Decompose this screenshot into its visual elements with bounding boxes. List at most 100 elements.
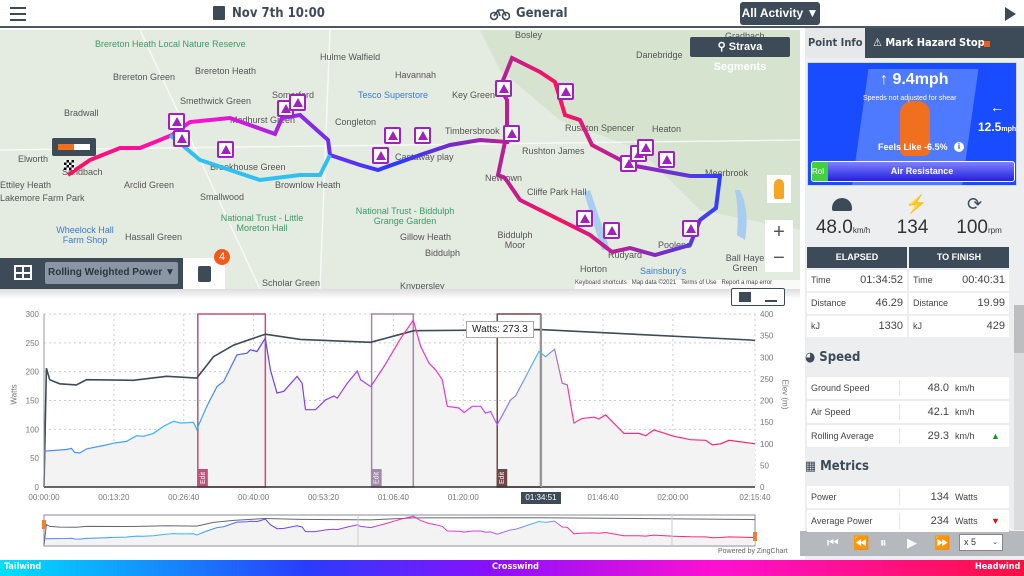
- x-tick-label: 02:15:40: [739, 493, 771, 502]
- hazard-marker[interactable]: [576, 210, 593, 227]
- play-icon[interactable]: [1005, 7, 1016, 21]
- tab-stop[interactable]: Stop: [959, 36, 985, 49]
- tailwind-label: Tailwind: [4, 562, 42, 572]
- navigator-handle-right[interactable]: [753, 532, 757, 541]
- hazard-marker[interactable]: [557, 83, 574, 100]
- minimize-icon[interactable]: [765, 300, 777, 302]
- route-map[interactable]: Brereton Heath Local Nature Reserve Brer…: [0, 30, 800, 289]
- hazard-marker[interactable]: [168, 113, 185, 130]
- to-finish-header: TO FINISH: [909, 247, 1009, 268]
- place-label: Arclid Green: [124, 180, 175, 190]
- rolling-power-line: [43, 328, 756, 488]
- tab-point-info-bg: [805, 28, 865, 58]
- x-tick-label: 01:20:00: [448, 493, 480, 502]
- hazard-marker[interactable]: [658, 151, 675, 168]
- tailwind-speed-value: 9.4mph: [892, 71, 949, 88]
- zingchart-credit[interactable]: Powered by ZingChart: [718, 548, 788, 555]
- play-button[interactable]: ▶: [907, 535, 917, 550]
- hazard-marker[interactable]: [495, 80, 512, 97]
- stat-row: Ground Speed 48.0 km/h: [807, 377, 1009, 399]
- trend-indicator: ▲: [991, 431, 1000, 441]
- place-label: Horton: [580, 264, 608, 274]
- stat-value: 42.1: [927, 406, 949, 418]
- hazard-marker[interactable]: [637, 139, 654, 156]
- map-data-text: Map data ©2021: [631, 280, 677, 286]
- place-label: Danebridge: [636, 50, 683, 60]
- row-label: Time: [811, 275, 831, 285]
- stat-label: Power: [811, 492, 837, 502]
- rewind-button[interactable]: ⏪: [853, 535, 870, 550]
- all-activity-dropdown[interactable]: All Activity ▼: [740, 2, 820, 25]
- navigator-rolling-line: [43, 517, 756, 546]
- y-tick-label: 100: [26, 425, 40, 434]
- cursor-time-label: 01:34:51: [521, 492, 561, 504]
- place-label: Scholar Green: [262, 278, 321, 288]
- hazard-marker[interactable]: [289, 94, 306, 111]
- place-label: Medhurst Green: [230, 115, 296, 125]
- row-value: 19.99: [977, 297, 1005, 309]
- stat-cadence-unit: rpm: [987, 226, 1002, 235]
- stat-speed: 48.0km/h: [812, 217, 874, 239]
- activity-type[interactable]: General: [516, 6, 568, 21]
- hazard-marker[interactable]: [503, 125, 520, 142]
- edit-button[interactable]: [197, 469, 208, 487]
- hamburger-menu-icon[interactable]: [10, 7, 26, 21]
- place-label: Bradwall: [64, 108, 99, 118]
- row-label: Distance: [811, 298, 847, 308]
- hazard-marker[interactable]: [372, 147, 389, 164]
- report-error-link[interactable]: Report a map error: [721, 280, 773, 286]
- speed-section-title: ◕ Speed: [805, 350, 861, 365]
- navigator-handle-left[interactable]: [42, 520, 46, 529]
- hazard-marker[interactable]: [603, 222, 620, 239]
- stat-value: 234: [930, 515, 949, 527]
- y2-axis-label: Elev (m): [780, 379, 790, 410]
- place-label: Smallwood: [200, 192, 245, 202]
- y-tick-label: 300: [26, 310, 40, 319]
- panel-scrollbar[interactable]: [1014, 305, 1024, 530]
- hazard-marker[interactable]: [682, 220, 699, 237]
- tab-mark-hazard[interactable]: ⚠ Mark Hazard: [873, 36, 957, 49]
- hazard-marker[interactable]: [384, 127, 401, 144]
- metric-dropdown[interactable]: Rolling Weighted Power ▼: [45, 262, 178, 284]
- grid-view-icon[interactable]: [14, 265, 32, 280]
- playback-speed-value: x 5: [964, 537, 977, 547]
- skip-to-start-button[interactable]: ⏮: [827, 535, 839, 550]
- pause-button[interactable]: ⏸: [880, 535, 887, 550]
- y2-tick-label: 400: [760, 310, 774, 319]
- metrics-section-title: ▦ Metrics: [805, 459, 869, 474]
- chart-view-controls: [731, 288, 785, 306]
- terms-link[interactable]: Terms of Use: [681, 280, 717, 286]
- zoom-in-button[interactable]: +: [765, 220, 793, 246]
- row-label: Distance: [913, 298, 949, 308]
- navigator-watts-line: [43, 515, 756, 540]
- row-label: kJ: [913, 321, 922, 331]
- place-label: Brownlow Heath: [275, 180, 341, 190]
- power-chart[interactable]: 0 50 100 150 200 250 300 0 50 100 150 200 250 300 350 4…: [0, 0, 800, 560]
- place-label: Tesco Superstore: [358, 90, 429, 100]
- hazard-marker[interactable]: [414, 127, 431, 144]
- cadence-icon: ⟳: [967, 194, 983, 214]
- bicycle-icon: [490, 9, 510, 21]
- edit-button[interactable]: [371, 469, 382, 487]
- stat-cadence-value: 100: [956, 217, 988, 238]
- hazard-marker[interactable]: [217, 141, 234, 158]
- hazard-marker[interactable]: [173, 130, 190, 147]
- maximize-icon[interactable]: [739, 292, 751, 302]
- row-value: 429: [986, 320, 1005, 332]
- playback-speed-select[interactable]: x 5 ⌄: [959, 534, 1003, 551]
- fast-forward-button[interactable]: ⏩: [934, 535, 951, 550]
- tab-mark-hazard-label: Mark Hazard: [885, 36, 957, 49]
- stat-unit: km/h: [955, 407, 975, 417]
- strava-segments-button[interactable]: ⚲ Strava Segments: [690, 37, 790, 73]
- edit-label: Edit: [374, 472, 381, 484]
- session-date[interactable]: Nov 7th 10:00: [232, 6, 325, 21]
- zoom-out-button[interactable]: −: [765, 246, 793, 272]
- tab-point-info[interactable]: Point Info: [808, 36, 863, 49]
- keyboard-shortcuts-link[interactable]: Keyboard shortcuts: [575, 280, 627, 286]
- info-icon[interactable]: i: [954, 142, 964, 152]
- y-tick-label: 200: [26, 368, 40, 377]
- stat-label: Air Speed: [811, 407, 851, 417]
- edit-button[interactable]: [497, 469, 508, 487]
- street-view-pegman-icon[interactable]: [767, 175, 791, 203]
- elapsed-header: ELAPSED: [807, 247, 907, 268]
